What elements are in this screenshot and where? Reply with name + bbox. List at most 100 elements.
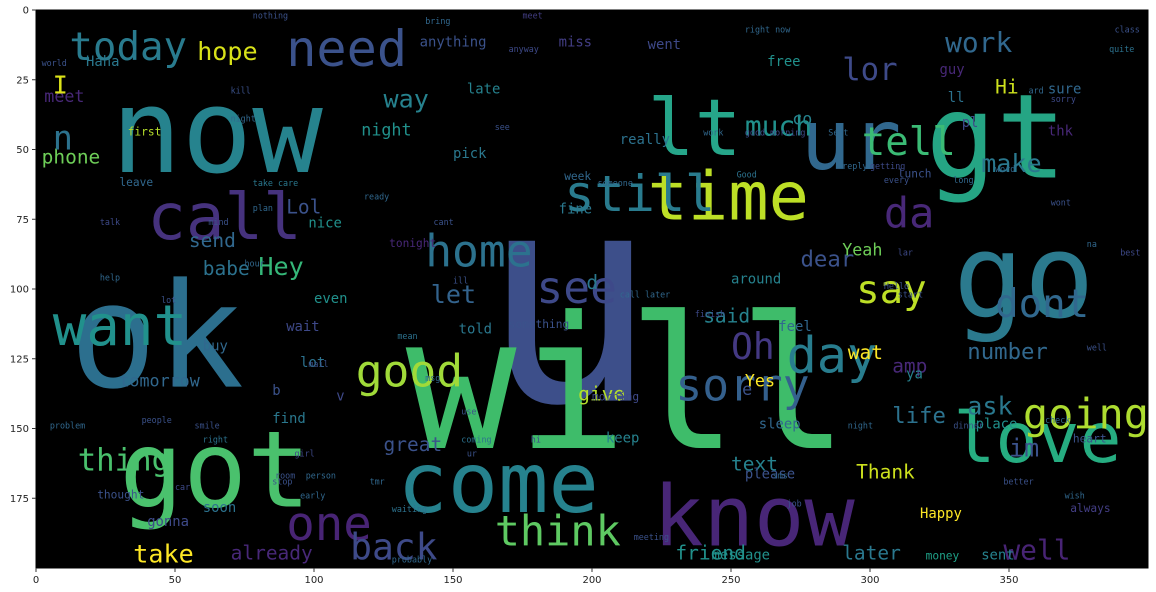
cloud-word: u	[481, 130, 657, 471]
cloud-word: v	[336, 389, 344, 405]
cloud-word: call later	[620, 289, 670, 299]
y-tick-label: 175	[10, 494, 29, 505]
cloud-word: still	[564, 164, 715, 223]
cloud-word: gt	[926, 68, 1067, 205]
cloud-word: give	[578, 383, 625, 406]
cloud-word: finish	[695, 309, 725, 319]
cloud-word: life	[892, 403, 946, 429]
cloud-word: friend	[675, 542, 745, 565]
cloud-word: sleep	[759, 417, 801, 433]
cloud-word: leave	[119, 176, 153, 189]
cloud-word: well	[1087, 342, 1107, 352]
cloud-word: b	[272, 383, 280, 399]
cloud-word: Hey	[258, 252, 303, 281]
cloud-word: take care	[253, 178, 298, 188]
cloud-word: anything	[420, 34, 487, 50]
cloud-word: cant	[434, 217, 454, 227]
cloud-word: right	[203, 434, 228, 444]
x-axis: 0 50 100 150 200 250 300 350	[33, 568, 1019, 586]
cloud-word: wat	[848, 341, 883, 364]
cloud-word: wish	[1065, 490, 1085, 500]
cloud-word: plan	[253, 203, 273, 213]
cloud-word: meet	[44, 86, 84, 106]
cloud-word: told	[459, 322, 492, 338]
x-tick-label: 50	[169, 575, 182, 586]
cloud-word: home	[425, 226, 532, 278]
cloud-word: hour	[245, 259, 265, 269]
cloud-word: room	[275, 471, 295, 481]
cloud-word: waiting	[392, 504, 427, 514]
cloud-word: help	[100, 273, 120, 283]
cloud-word: better	[1003, 476, 1033, 486]
cloud-word: night	[361, 120, 411, 140]
cloud-word: go	[953, 208, 1094, 345]
cloud-word: night	[848, 421, 873, 431]
cloud-word: see	[536, 262, 617, 314]
y-tick-label: 75	[16, 215, 29, 226]
cloud-word: first	[128, 126, 162, 139]
cloud-word: morning	[592, 391, 639, 404]
cloud-word: ur	[467, 448, 477, 458]
cloud-word: think	[495, 507, 621, 556]
cloud-word: tmr	[370, 476, 385, 486]
cloud-word: every	[884, 175, 909, 185]
cloud-word: lar	[898, 248, 913, 258]
cloud-word: dinner	[953, 421, 983, 431]
cloud-word: amp	[892, 355, 927, 378]
cloud-word: please	[745, 467, 795, 483]
cloud-word: mean	[397, 331, 417, 341]
cloud-word: well	[1003, 534, 1070, 567]
cloud-word: guy	[940, 62, 965, 78]
cloud-word: now	[111, 63, 323, 200]
cloud-word: Hi	[995, 76, 1018, 99]
cloud-word: lot	[161, 295, 176, 305]
cloud-word: ready	[364, 192, 389, 202]
cloud-word: sent	[981, 548, 1014, 564]
cloud-word: problem	[50, 421, 85, 431]
cloud-word: babe	[203, 257, 250, 280]
cloud-word: smile	[195, 421, 220, 431]
cloud-word: message	[712, 548, 771, 564]
cloud-word: tomorrow	[119, 371, 200, 391]
cloud-word: take	[133, 539, 193, 568]
cloud-word: ard	[1029, 86, 1044, 96]
cloud-word: I	[53, 71, 68, 100]
x-tick-label: 300	[860, 575, 879, 586]
cloud-word: tell	[862, 120, 956, 165]
cloud-word: send	[189, 229, 236, 252]
cloud-word: meeting	[634, 532, 669, 542]
cloud-word: nothing	[253, 10, 288, 20]
cloud-word: late	[467, 82, 500, 98]
cloud-word: place	[976, 417, 1018, 433]
cloud-word: say	[856, 268, 927, 313]
cloud-word: text	[731, 452, 778, 475]
cloud-word: miss	[559, 34, 592, 50]
y-tick-label: 125	[10, 354, 29, 365]
cloud-word: da	[884, 189, 934, 238]
cloud-word: right now	[745, 24, 791, 34]
cloud-word: coming	[461, 434, 491, 444]
cloud-word: Happy	[920, 506, 962, 522]
cloud-word: world	[42, 58, 67, 68]
cloud-word: great	[384, 433, 443, 456]
cloud-word: sms	[773, 471, 788, 481]
cloud-word: see	[495, 122, 510, 132]
cloud-word: sorry	[1051, 94, 1076, 104]
cloud-word: kill	[231, 86, 251, 96]
cloud-word: person	[306, 471, 336, 481]
cloud-word: tonight	[389, 237, 436, 250]
cloud-word: went	[648, 37, 681, 53]
cloud-word: ur	[801, 91, 902, 189]
cloud-word: bring	[425, 16, 450, 26]
cloud-word: sorry	[675, 360, 809, 412]
cloud-word: something	[509, 318, 570, 331]
cloud-word: time	[648, 157, 809, 235]
cloud-word: know	[653, 468, 855, 566]
cloud-word: hi	[531, 434, 541, 444]
cloud-word: week	[564, 170, 591, 183]
cloud-word: pick	[453, 146, 487, 162]
cloud-word: people	[142, 415, 172, 425]
cloud-word: work	[703, 128, 723, 138]
cloud-word: ill	[453, 275, 468, 285]
